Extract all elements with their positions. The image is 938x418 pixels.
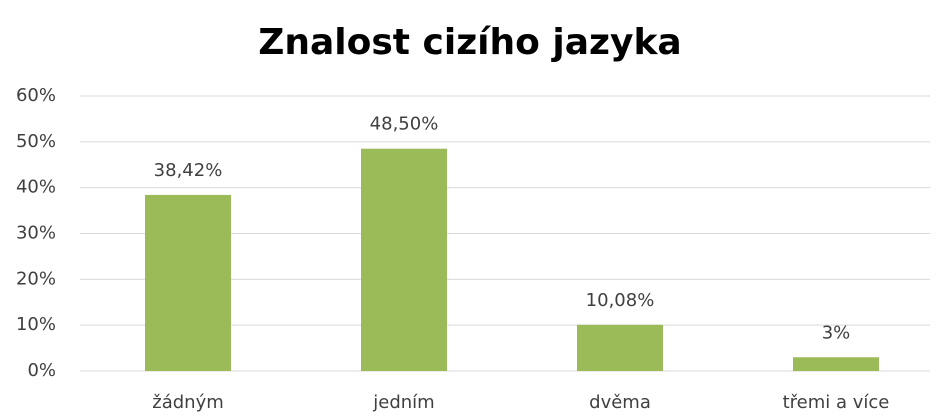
y-tick-label: 60%: [16, 85, 56, 106]
value-label: 38,42%: [154, 160, 223, 181]
y-tick-label: 30%: [16, 223, 56, 244]
y-tick-label: 40%: [16, 177, 56, 198]
value-label: 3%: [822, 322, 851, 343]
y-tick-label: 20%: [16, 268, 56, 289]
bar: [577, 324, 663, 371]
x-tick-label: jedním: [372, 392, 434, 413]
value-label: 48,50%: [370, 114, 439, 135]
y-tick-label: 10%: [16, 314, 56, 335]
x-tick-label: třemi a více: [783, 392, 890, 413]
y-tick-label: 0%: [27, 360, 56, 381]
y-tick-label: 50%: [16, 131, 56, 152]
value-label: 10,08%: [586, 290, 655, 311]
chart-title: Znalost cizího jazyka: [258, 22, 681, 63]
bar: [793, 357, 879, 371]
bar: [145, 194, 231, 371]
bar: [361, 148, 447, 371]
x-tick-label: žádným: [152, 392, 224, 413]
x-tick-label: dvěma: [589, 392, 651, 413]
